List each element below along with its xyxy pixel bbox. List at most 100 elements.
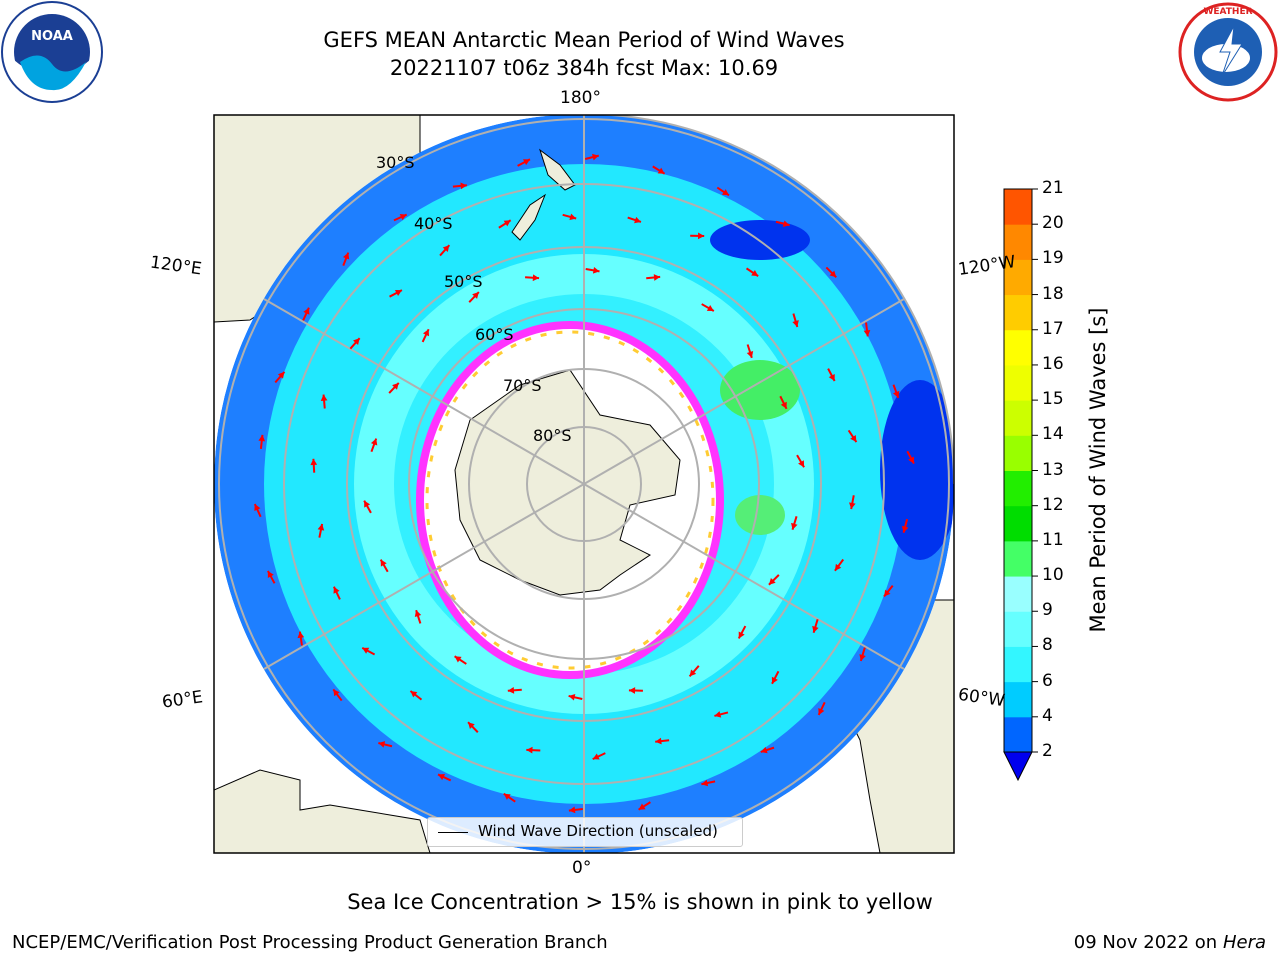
wind-arrow-head bbox=[706, 305, 714, 312]
wind-arrow-head bbox=[782, 220, 790, 227]
colorbar-tick-label: 6 bbox=[1042, 670, 1053, 691]
colorbar-tick-label: 19 bbox=[1042, 248, 1064, 269]
wind-arrow-head bbox=[746, 350, 754, 358]
colorbar-tick-label: 4 bbox=[1042, 705, 1053, 726]
wind-arrow-head bbox=[893, 390, 900, 398]
colorbar-segment bbox=[1004, 259, 1032, 296]
graticule bbox=[218, 115, 950, 853]
wind-arrow-head bbox=[908, 456, 915, 464]
wind-arrow-head bbox=[394, 290, 402, 296]
colorbar-tick-label: 15 bbox=[1042, 389, 1064, 410]
wind-arrows bbox=[253, 153, 915, 814]
wind-arrow-head bbox=[399, 214, 407, 221]
wind-arrow-head bbox=[460, 182, 467, 190]
wind-arrow-head bbox=[901, 525, 909, 533]
map-frame bbox=[213, 114, 955, 854]
wind-arrow-head bbox=[884, 589, 891, 597]
wind-arrow-head bbox=[342, 252, 350, 260]
deep-blue-patch bbox=[880, 380, 954, 560]
wind-arrow-head bbox=[353, 338, 360, 345]
wind-arrow-head bbox=[568, 806, 576, 814]
chart-subtitle: 20221107 t06z 384h fcst Max: 10.69 bbox=[389, 56, 779, 80]
lon-label-180: 180° bbox=[560, 88, 601, 108]
wind-arrow-head bbox=[568, 694, 576, 701]
footer-date-text: 09 Nov 2022 on bbox=[1073, 932, 1218, 953]
wind-arrow-head bbox=[592, 153, 599, 161]
wind-arrow-head bbox=[522, 159, 530, 166]
wind-arrow-head bbox=[254, 504, 261, 512]
wind-arrow-head bbox=[628, 687, 636, 694]
footer-host: Hera bbox=[1222, 932, 1266, 953]
wind-arrow-head bbox=[859, 654, 866, 661]
colorbar-tick-label: 17 bbox=[1042, 318, 1064, 339]
colorbar-segment bbox=[1004, 681, 1032, 718]
lat-label-30s: 30°S bbox=[376, 153, 415, 172]
wind-arrow-head bbox=[798, 460, 805, 468]
wind-arrow-head bbox=[532, 274, 540, 282]
wind-arrow-head bbox=[657, 167, 665, 174]
wind-arrow-head bbox=[771, 676, 778, 684]
wind-arrow-head bbox=[277, 371, 285, 379]
wind-arrow-head bbox=[442, 245, 450, 252]
colorbar-segment bbox=[1004, 435, 1032, 471]
wind-arrow-head bbox=[310, 458, 318, 466]
colorbar-segment bbox=[1004, 540, 1032, 577]
colorbar-segment bbox=[1004, 576, 1032, 612]
colorbar-tick-label: 13 bbox=[1042, 459, 1064, 480]
lat-label-60s: 60°S bbox=[475, 325, 514, 344]
wind-arrow-head bbox=[362, 647, 370, 654]
colorbar bbox=[1003, 188, 1038, 782]
land-new-zealand bbox=[511, 148, 576, 241]
land-antarctica bbox=[454, 369, 681, 596]
colorbar-under-arrow bbox=[1003, 751, 1033, 782]
wind-arrow-head bbox=[438, 774, 446, 781]
wind-arrow-head bbox=[791, 522, 798, 530]
lat-label-80s: 80°S bbox=[533, 426, 572, 445]
colorbar-tick-label: 21 bbox=[1042, 178, 1064, 198]
colorbar-tick-label: 11 bbox=[1042, 529, 1064, 550]
wind-arrow-head bbox=[303, 307, 310, 315]
colorbar-title: Mean Period of Wind Waves [s] bbox=[1086, 307, 1110, 633]
colorbar-segment bbox=[1004, 646, 1032, 683]
colorbar-tick-label: 9 bbox=[1042, 600, 1053, 621]
wind-arrow-head bbox=[592, 753, 600, 760]
sea-ice-fringe bbox=[425, 330, 715, 670]
colorbar-tick-label: 16 bbox=[1042, 353, 1064, 374]
wind-arrow-head bbox=[634, 216, 641, 224]
nws-logo: WEATHER bbox=[1178, 2, 1278, 102]
lat-label-70s: 70°S bbox=[503, 376, 542, 395]
wind-arrow-head bbox=[468, 722, 475, 729]
footer-date: 09 Nov 2022 on Hera bbox=[1074, 932, 1266, 953]
wind-arrow-head bbox=[422, 329, 430, 337]
wind-arrow-head bbox=[507, 687, 515, 694]
colorbar-segment bbox=[1004, 611, 1032, 647]
wind-arrow-head bbox=[780, 401, 787, 409]
colorbar-segment bbox=[1004, 329, 1032, 366]
wind-arrow-head bbox=[378, 741, 386, 748]
wind-arrow-head bbox=[526, 746, 533, 754]
wind-arrow-head bbox=[472, 292, 479, 299]
wind-arrow-head bbox=[503, 220, 511, 227]
wind-arrow-head bbox=[380, 559, 387, 567]
colorbar-tick-label: 12 bbox=[1042, 494, 1064, 515]
wind-arrow-head bbox=[818, 708, 825, 715]
wind-arrow-head bbox=[738, 631, 745, 639]
wind-arrow-head bbox=[689, 669, 697, 677]
wind-arrow-head bbox=[392, 382, 399, 390]
colorbar-segment bbox=[1004, 294, 1032, 331]
map-legend: Wind Wave Direction (unscaled) bbox=[427, 817, 743, 847]
colorbar-segment bbox=[1004, 470, 1032, 507]
wind-arrow-head bbox=[850, 435, 857, 443]
wind-arrow-head bbox=[722, 189, 729, 196]
wind-arrow-head bbox=[655, 737, 662, 745]
colorbar-tick-label: 2 bbox=[1042, 741, 1053, 761]
wind-arrow-head bbox=[829, 270, 837, 278]
wind-arrow-head bbox=[638, 803, 646, 810]
wind-arrow-head bbox=[297, 631, 305, 639]
wind-arrow-head bbox=[760, 746, 768, 754]
wind-arrow-head bbox=[267, 570, 274, 578]
wind-arrow-head bbox=[503, 793, 511, 800]
colorbar-tick-label: 8 bbox=[1042, 635, 1053, 656]
wind-arrow-head bbox=[714, 711, 722, 718]
